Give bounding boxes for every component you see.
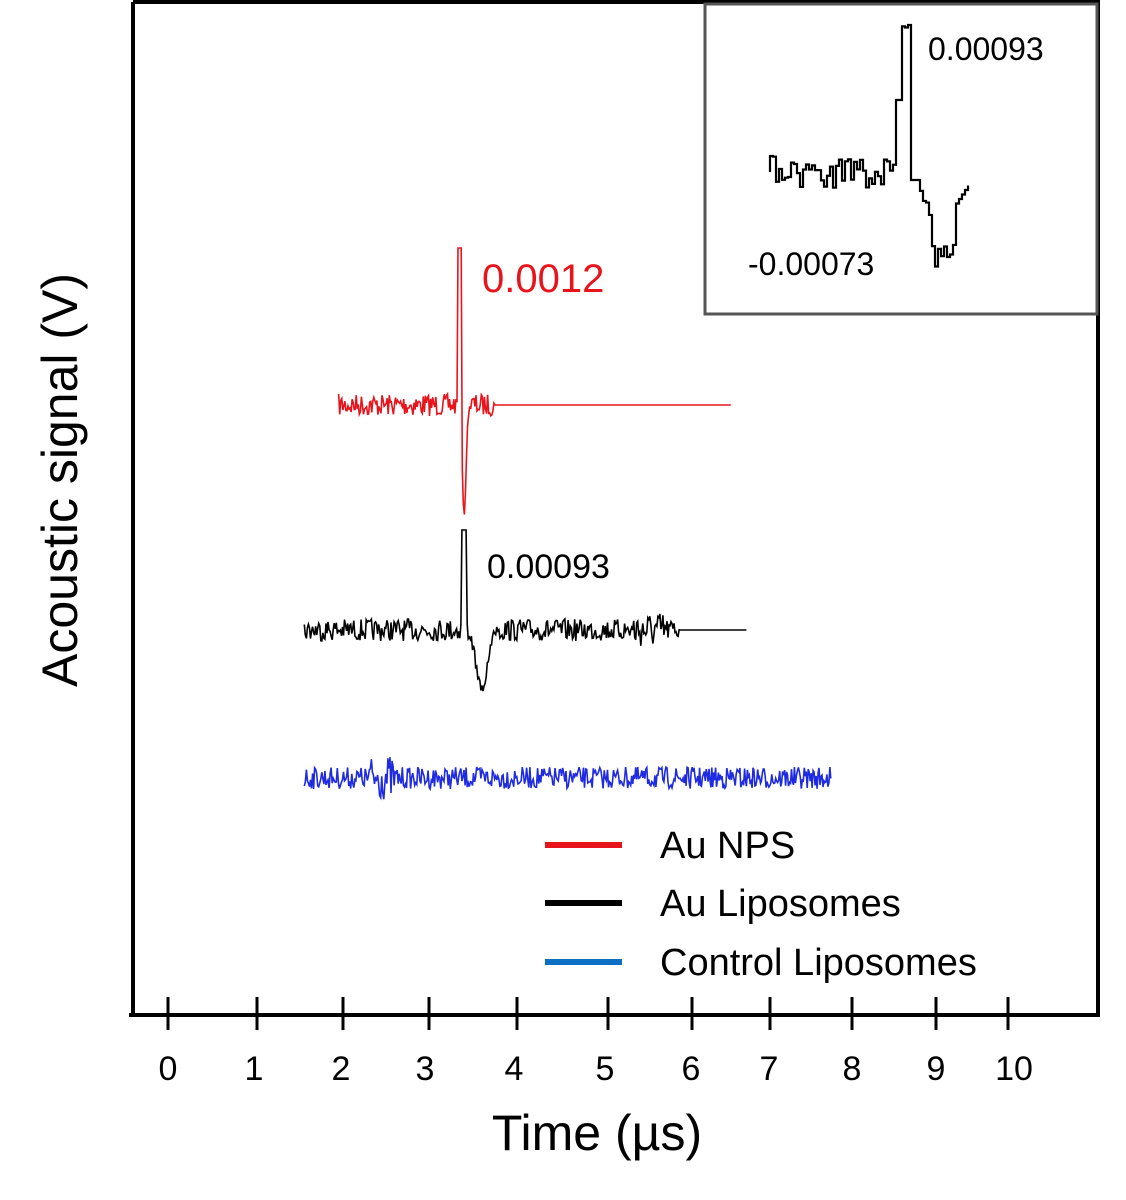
legend-label-au-liposomes: Au Liposomes [660, 883, 901, 925]
x-tick-label: 1 [245, 1050, 264, 1088]
series-line-au-nps [337, 247, 731, 515]
x-tick-label: 7 [760, 1050, 779, 1088]
inset-series-line [768, 23, 970, 268]
x-tick-label: 4 [505, 1050, 524, 1088]
x-tick-label: 5 [596, 1050, 615, 1088]
series-line-au-liposomes [303, 529, 747, 692]
x-axis-ticks: 0 1 2 3 4 5 6 7 8 9 10 [159, 997, 1033, 1088]
x-tick-label: 9 [927, 1050, 946, 1088]
x-tick-label: 6 [682, 1050, 701, 1088]
x-axis-title: Time (µs) [492, 1105, 702, 1161]
x-tick-label: 2 [332, 1050, 351, 1088]
series-line-control-liposomes [303, 757, 832, 801]
legend-label-au-nps: Au NPS [660, 825, 795, 867]
x-tick-label: 3 [416, 1050, 435, 1088]
au-nps-peak-label: 0.0012 [482, 257, 604, 301]
x-tick-label: 0 [159, 1050, 178, 1088]
legend: Au NPS Au Liposomes Control Liposomes [545, 825, 977, 984]
au-liposomes-peak-label: 0.00093 [487, 548, 610, 586]
legend-label-control-liposomes: Control Liposomes [660, 942, 977, 984]
x-tick-label: 10 [995, 1050, 1033, 1088]
signal-traces [303, 247, 832, 801]
inset-max-label: 0.00093 [928, 31, 1044, 67]
y-axis-title: Acoustic signal (V) [32, 273, 88, 687]
inset-min-label: -0.00073 [748, 246, 874, 282]
x-tick-label: 8 [843, 1050, 862, 1088]
inset-trace [768, 23, 970, 268]
